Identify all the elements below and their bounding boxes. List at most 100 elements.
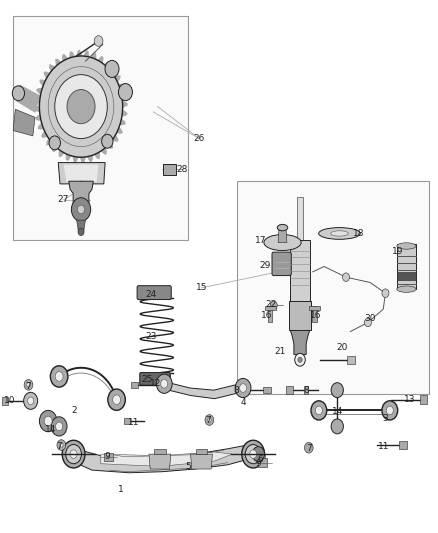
Text: 11: 11 bbox=[378, 442, 389, 450]
Polygon shape bbox=[149, 454, 171, 469]
Polygon shape bbox=[278, 228, 287, 243]
Text: 9: 9 bbox=[255, 459, 261, 468]
FancyBboxPatch shape bbox=[258, 458, 267, 467]
Ellipse shape bbox=[331, 231, 348, 236]
Text: 7: 7 bbox=[56, 442, 62, 450]
Circle shape bbox=[51, 417, 67, 436]
Circle shape bbox=[102, 134, 113, 148]
Circle shape bbox=[364, 318, 371, 327]
Circle shape bbox=[66, 445, 81, 464]
FancyBboxPatch shape bbox=[154, 449, 166, 454]
FancyBboxPatch shape bbox=[258, 455, 265, 461]
Bar bbox=[397, 272, 416, 279]
Circle shape bbox=[208, 418, 211, 422]
Circle shape bbox=[39, 410, 57, 432]
Polygon shape bbox=[268, 306, 272, 322]
Circle shape bbox=[94, 36, 103, 46]
Circle shape bbox=[44, 416, 52, 426]
Circle shape bbox=[382, 401, 398, 420]
FancyBboxPatch shape bbox=[140, 373, 170, 385]
Text: 15: 15 bbox=[196, 284, 207, 292]
Polygon shape bbox=[35, 50, 127, 163]
Circle shape bbox=[62, 440, 85, 468]
Polygon shape bbox=[297, 197, 303, 240]
Circle shape bbox=[49, 136, 60, 150]
Bar bbox=[13, 16, 188, 240]
Text: 17: 17 bbox=[255, 237, 266, 245]
Text: 8: 8 bbox=[233, 386, 240, 394]
Bar bbox=[397, 244, 416, 289]
Polygon shape bbox=[64, 165, 98, 181]
Circle shape bbox=[240, 384, 247, 392]
Text: 23: 23 bbox=[145, 333, 157, 341]
Text: 24: 24 bbox=[145, 290, 157, 298]
Circle shape bbox=[71, 198, 91, 221]
Circle shape bbox=[295, 353, 305, 366]
Circle shape bbox=[108, 389, 125, 410]
Circle shape bbox=[252, 447, 265, 462]
Circle shape bbox=[382, 289, 389, 297]
Circle shape bbox=[113, 395, 120, 405]
Circle shape bbox=[331, 419, 343, 434]
Polygon shape bbox=[13, 109, 35, 136]
Text: 16: 16 bbox=[310, 311, 321, 320]
Ellipse shape bbox=[318, 228, 360, 239]
Polygon shape bbox=[265, 306, 276, 310]
Text: 1: 1 bbox=[117, 485, 124, 494]
FancyBboxPatch shape bbox=[263, 387, 271, 393]
Bar bbox=[237, 181, 429, 394]
Circle shape bbox=[67, 90, 95, 124]
Text: 2: 2 bbox=[72, 406, 77, 415]
Text: 30: 30 bbox=[364, 314, 376, 323]
Circle shape bbox=[12, 86, 25, 101]
Circle shape bbox=[250, 450, 257, 458]
Circle shape bbox=[55, 75, 107, 139]
Circle shape bbox=[242, 440, 265, 468]
Circle shape bbox=[55, 372, 63, 381]
Circle shape bbox=[235, 378, 251, 398]
Circle shape bbox=[315, 406, 322, 415]
FancyBboxPatch shape bbox=[399, 441, 407, 449]
Text: 16: 16 bbox=[261, 311, 273, 320]
Polygon shape bbox=[290, 330, 310, 354]
Circle shape bbox=[70, 450, 77, 458]
Text: 12: 12 bbox=[150, 379, 161, 388]
FancyBboxPatch shape bbox=[163, 164, 176, 175]
FancyBboxPatch shape bbox=[304, 386, 308, 394]
Text: 21: 21 bbox=[275, 348, 286, 356]
Polygon shape bbox=[312, 306, 317, 322]
Text: 20: 20 bbox=[336, 343, 347, 352]
Text: 4: 4 bbox=[240, 398, 246, 407]
Circle shape bbox=[270, 301, 277, 310]
Text: 13: 13 bbox=[404, 395, 415, 404]
Text: 10: 10 bbox=[4, 397, 15, 405]
Circle shape bbox=[331, 383, 343, 398]
Ellipse shape bbox=[264, 235, 301, 251]
Polygon shape bbox=[191, 454, 212, 469]
Text: 14: 14 bbox=[45, 425, 56, 433]
Text: 5: 5 bbox=[185, 462, 191, 471]
Circle shape bbox=[27, 383, 30, 387]
FancyBboxPatch shape bbox=[272, 252, 291, 276]
Polygon shape bbox=[18, 85, 39, 112]
Circle shape bbox=[105, 60, 119, 77]
Bar bbox=[347, 356, 355, 364]
Bar bbox=[289, 301, 311, 330]
Text: 28: 28 bbox=[176, 165, 187, 174]
Circle shape bbox=[78, 228, 84, 236]
Text: 8: 8 bbox=[304, 386, 310, 394]
FancyBboxPatch shape bbox=[2, 397, 8, 405]
Text: 22: 22 bbox=[265, 301, 276, 309]
Circle shape bbox=[24, 392, 38, 409]
Circle shape bbox=[57, 440, 66, 450]
Text: 29: 29 bbox=[259, 261, 271, 270]
Circle shape bbox=[28, 397, 34, 405]
FancyBboxPatch shape bbox=[104, 453, 113, 461]
Polygon shape bbox=[309, 306, 320, 310]
Bar bbox=[290, 240, 310, 306]
Text: 25: 25 bbox=[141, 375, 152, 384]
Circle shape bbox=[386, 406, 393, 415]
Text: 9: 9 bbox=[104, 453, 110, 461]
Circle shape bbox=[161, 379, 168, 388]
Text: 19: 19 bbox=[392, 247, 403, 256]
